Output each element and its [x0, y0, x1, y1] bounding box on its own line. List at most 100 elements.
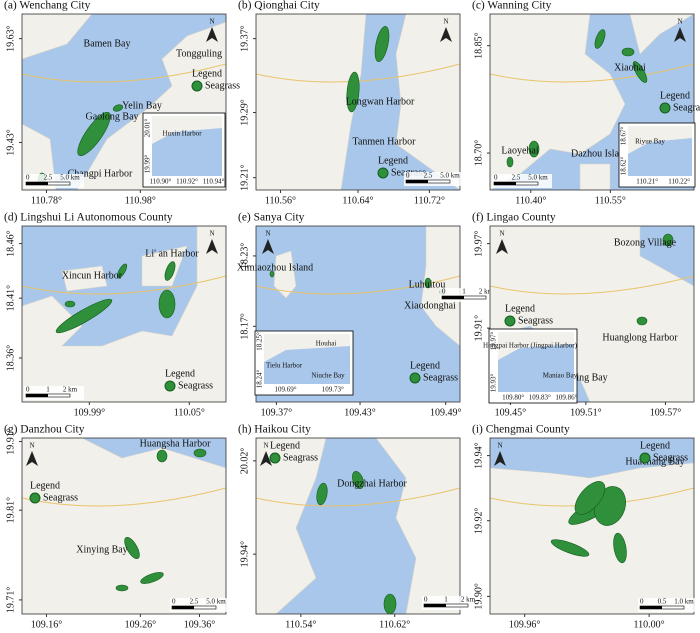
road [490, 63, 694, 83]
map-panel: (b) Qionghai City Longwan Harbor Tanmen Ha… [238, 0, 464, 206]
scale-label: 2.5 [44, 174, 53, 182]
scale-bar-fill [442, 296, 464, 299]
legend-item: Seagrass [205, 80, 240, 91]
land [22, 123, 57, 190]
inset-land [152, 116, 222, 144]
north-label: N [29, 442, 34, 450]
map-panel: (e) Sanya City Ximiaozhou Island Luhuitou X… [237, 212, 500, 418]
place-label: Longwan Harbor [346, 96, 415, 107]
inset-label: Tielu Harbor [266, 362, 303, 370]
seagrass [124, 537, 140, 559]
map-frame [21, 225, 227, 403]
legend-swatch [659, 102, 671, 114]
y-tick-label: 19.94° [239, 541, 250, 568]
place-label: Gaolong Bay [85, 111, 138, 122]
legend-item: Seagrass [423, 372, 458, 383]
north-arrow [440, 27, 452, 42]
place-label: Ximiaozhou Island [237, 262, 313, 273]
map [256, 226, 460, 402]
seagrass [352, 471, 364, 489]
map-frame [489, 437, 695, 615]
panel-title: (h) Haikou City [238, 424, 311, 436]
seagrass [424, 277, 432, 289]
land [420, 226, 460, 347]
y-tick-label: 20.02° [239, 448, 250, 475]
legend-title: Legend [505, 303, 535, 314]
seagrass [632, 61, 648, 83]
y-tick-label: 19.91° [5, 428, 16, 455]
inset-x-tick-label: 109.86° [555, 394, 577, 402]
scale-label: 1.0 km [674, 598, 694, 606]
scale-label: 5.0 km [206, 598, 226, 606]
inset-x-tick-label: 109.83° [529, 394, 551, 402]
land [256, 14, 367, 190]
legend-swatch [377, 167, 389, 179]
north-label: N [263, 442, 268, 450]
x-tick-label: 110.72° [414, 195, 445, 206]
legend-item: Seagrass [673, 102, 700, 113]
scale-label: 2 km [63, 386, 78, 394]
legend-swatch [409, 372, 421, 384]
place-label: Xincun Harbor [62, 270, 123, 281]
map-frame [255, 225, 461, 403]
inset-label: Riyue Bay [635, 138, 665, 146]
inset-x-tick-label: 110.94° [203, 178, 225, 186]
x-tick-label: 109.99° [74, 407, 106, 418]
place-label: Huangsha Harbor [140, 438, 211, 449]
legend-item: Seagrass [178, 380, 213, 391]
legend-title: Legend [270, 440, 300, 451]
place-label: Bozong Village [614, 237, 677, 248]
scale-label: 0 [26, 386, 30, 394]
legend-swatch [29, 492, 41, 504]
map-panel: (g) Danzhou City Huangsha Harbor Xinying B… [4, 424, 230, 630]
road [22, 63, 226, 83]
scale-bar-fill [26, 182, 48, 185]
map [256, 438, 460, 614]
panel-title: (b) Qionghai City [238, 0, 320, 12]
place-label: Xinying Bay [556, 372, 607, 383]
north-arrow [262, 239, 274, 254]
scale-bar-fill [494, 182, 516, 185]
inset-y-tick-label: 19.93° [490, 374, 498, 393]
inset-x-tick-label: 110.22° [668, 178, 690, 186]
seagrass [383, 593, 397, 614]
panel-title: (a) Wenchang City [4, 0, 91, 12]
inset-label: Niuche Bay [311, 372, 345, 380]
seagrass [506, 156, 514, 168]
legend-swatch [191, 80, 203, 92]
map-panel: (c) Wanning City Xiaohai Laoyehai Dazhou Is… [472, 0, 700, 206]
land [375, 438, 460, 614]
x-tick-label: 109.49° [430, 407, 462, 418]
map-panel: (i) Chengmai County Huachang Bay LegendSea… [472, 424, 698, 630]
seagrass [64, 300, 76, 308]
seagrass [158, 289, 176, 319]
x-tick-label: 109.51° [570, 407, 602, 418]
map-frame [255, 437, 461, 615]
seagrass [112, 104, 124, 112]
legend-title: Legend [30, 480, 60, 491]
legend-item: Seagrass [283, 452, 318, 463]
seagrass [550, 539, 590, 557]
x-tick-label: 109.43° [344, 407, 376, 418]
scale-bar-fill [640, 606, 662, 609]
x-tick-label: 110.00° [634, 619, 665, 630]
inset-land [498, 332, 574, 360]
road [490, 275, 694, 295]
y-tick-label: 18.17° [239, 313, 250, 340]
panel-title: (g) Danzhou City [4, 424, 85, 436]
seagrass [346, 71, 360, 113]
x-tick-label: 109.36° [184, 619, 216, 630]
x-tick-label: 110.98° [125, 195, 156, 206]
legend-title: Legend [192, 68, 222, 79]
scale-label: 2.5 [512, 174, 521, 182]
x-tick-label: 109.96° [509, 619, 541, 630]
inset-land [264, 334, 350, 362]
inset-x-tick-label: 109.73° [322, 386, 344, 394]
seagrass [116, 263, 128, 279]
legend-swatch [504, 315, 516, 327]
map [22, 226, 226, 402]
seagrass [662, 233, 674, 247]
panel-title: (f) Lingao County [472, 212, 556, 224]
scale-label: 0 [424, 596, 428, 604]
